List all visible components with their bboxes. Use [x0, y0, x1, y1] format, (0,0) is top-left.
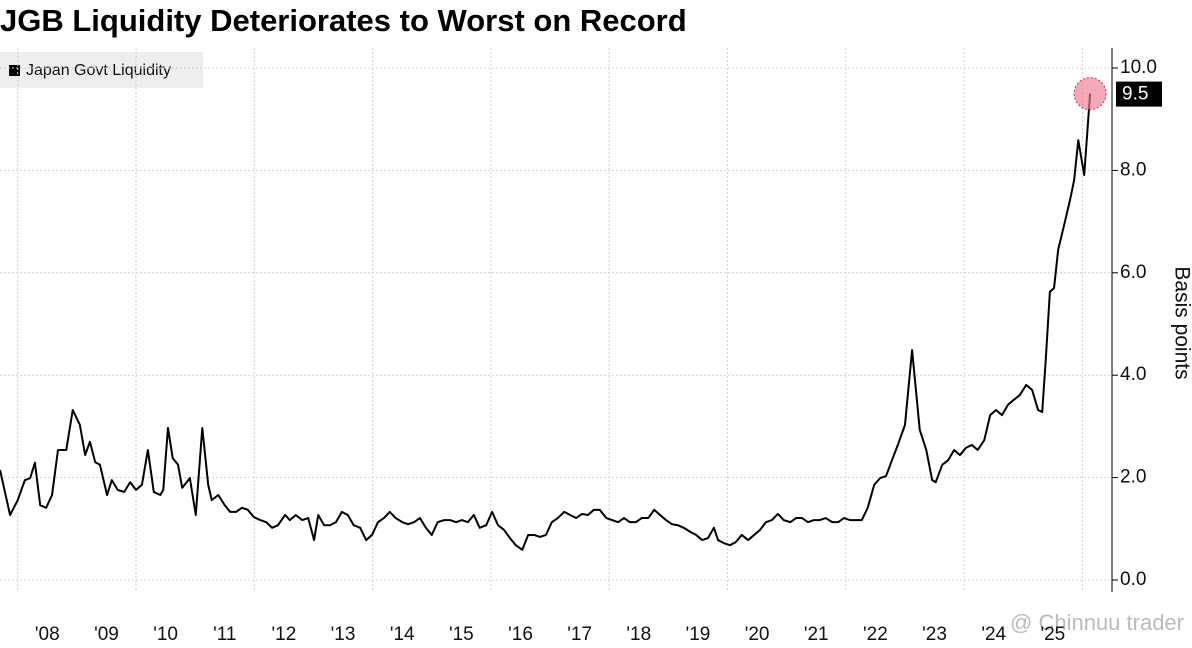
- x-tick-label: '08: [35, 624, 60, 645]
- last-value-marker: [1073, 77, 1107, 111]
- x-tick-label: '22: [863, 624, 888, 645]
- y-tick-label: 0.0: [1120, 569, 1146, 590]
- x-tick-label: '14: [390, 624, 415, 645]
- x-tick-label: '15: [449, 624, 474, 645]
- watermark: @ Chinnuu trader: [1010, 610, 1184, 635]
- y-tick-label: 2.0: [1120, 467, 1146, 488]
- y-tick-label: 4.0: [1120, 364, 1146, 385]
- x-tick-label: '10: [153, 624, 178, 645]
- line-series: [0, 93, 1092, 551]
- x-tick-label: '19: [686, 624, 711, 645]
- x-tick-label: '24: [981, 624, 1006, 645]
- y-tick-label: 10.0: [1120, 57, 1157, 78]
- x-tick-label: '09: [94, 624, 119, 645]
- legend-label: Japan Govt Liquidity: [26, 62, 171, 79]
- x-tick-label: '23: [922, 624, 947, 645]
- x-tick-label: '12: [272, 624, 297, 645]
- legend-swatch: [9, 65, 20, 76]
- chart-title: JGB Liquidity Deteriorates to Worst on R…: [0, 3, 687, 38]
- x-tick-label: '13: [331, 624, 356, 645]
- x-tick-label: '25: [1040, 624, 1065, 645]
- legend-box: [0, 52, 203, 88]
- last-value-label: 9.5: [1122, 84, 1148, 105]
- x-tick-label: '20: [745, 624, 770, 645]
- y-axis-label: Basis points: [1170, 266, 1192, 379]
- x-tick-label: '11: [213, 624, 236, 645]
- x-tick-label: '18: [626, 624, 651, 645]
- x-tick-label: '16: [508, 624, 533, 645]
- y-tick-label: 8.0: [1120, 159, 1146, 180]
- x-tick-label: '21: [804, 624, 829, 645]
- y-tick-label: 6.0: [1120, 262, 1146, 283]
- x-tick-label: '17: [567, 624, 592, 645]
- last-value-box: [1116, 81, 1162, 107]
